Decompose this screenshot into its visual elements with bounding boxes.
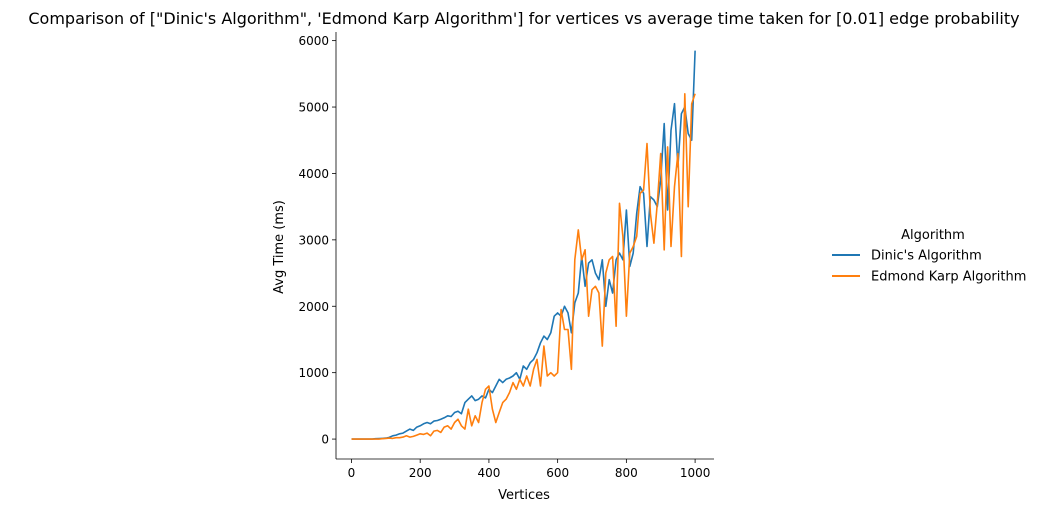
legend: Algorithm Dinic's Algorithm Edmond Karp … (832, 228, 1026, 285)
x-tick-label: 800 (615, 466, 638, 480)
y-tick-label: 6000 (298, 34, 329, 48)
legend-label-dinic: Dinic's Algorithm (871, 249, 982, 264)
legend-label-edmond-karp: Edmond Karp Algorithm (871, 270, 1026, 285)
x-axis-label: Vertices (498, 488, 550, 503)
legend-title: Algorithm (901, 228, 965, 243)
plot-area: 0 200 400 600 800 1000 0 1000 2000 3000 4000 5000 60… (298, 32, 714, 480)
x-tick-label: 0 (348, 466, 356, 480)
y-tick-label: 4000 (298, 167, 329, 181)
x-tick-label: 400 (477, 466, 500, 480)
y-tick-label: 0 (321, 433, 329, 447)
y-tick-label: 2000 (298, 300, 329, 314)
y-axis-label: Avg Time (ms) (272, 200, 287, 294)
x-tick-label: 1000 (680, 466, 711, 480)
chart-title: Comparison of ["Dinic's Algorithm", 'Edm… (28, 9, 1019, 28)
y-tick-label: 5000 (298, 101, 329, 115)
series-line-edmond-karp (351, 93, 696, 440)
y-tick-label: 1000 (298, 366, 329, 380)
series-line-dinic (351, 50, 696, 440)
x-tick-label: 600 (546, 466, 569, 480)
y-tick-label: 3000 (298, 233, 329, 247)
x-tick-label: 200 (409, 466, 432, 480)
